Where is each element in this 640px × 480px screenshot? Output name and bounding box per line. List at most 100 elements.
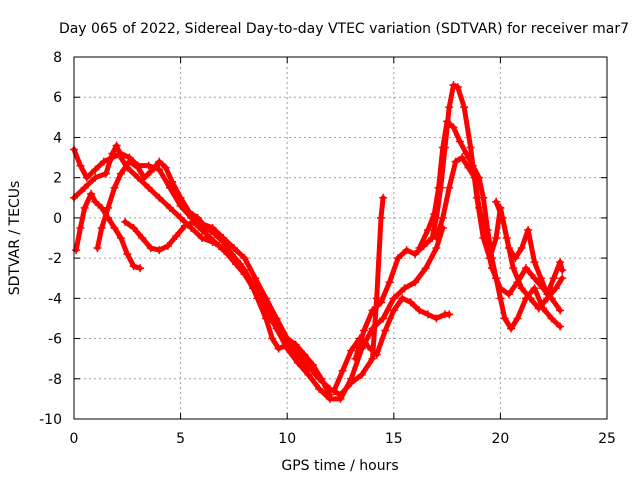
data-point-marker bbox=[464, 163, 473, 172]
data-point-marker bbox=[498, 213, 507, 222]
data-point-marker bbox=[496, 294, 505, 303]
x-tick-label: 25 bbox=[598, 431, 616, 447]
data-point-marker bbox=[325, 390, 334, 399]
series-arc-6 bbox=[330, 294, 454, 395]
data-point-marker bbox=[116, 153, 125, 162]
data-point-marker bbox=[129, 223, 138, 232]
data-point-marker bbox=[274, 326, 283, 335]
data-point-marker bbox=[372, 350, 381, 359]
data-point-marker bbox=[116, 169, 125, 178]
data-point-marker bbox=[110, 183, 119, 192]
data-point-marker bbox=[521, 264, 530, 273]
data-point-marker bbox=[521, 294, 530, 303]
series-line bbox=[95, 159, 311, 372]
data-point-marker bbox=[347, 374, 356, 383]
data-point-marker bbox=[377, 298, 386, 307]
data-point-marker bbox=[438, 213, 447, 222]
data-point-marker bbox=[530, 258, 539, 267]
data-point-marker bbox=[517, 284, 526, 293]
data-point-marker bbox=[293, 358, 302, 367]
chart-title: Day 065 of 2022, Sidereal Day-to-day VTE… bbox=[59, 21, 629, 37]
data-point-marker bbox=[556, 322, 565, 331]
data-point-marker bbox=[133, 163, 142, 172]
data-point-marker bbox=[549, 274, 558, 283]
data-point-marker bbox=[338, 366, 347, 375]
data-point-marker bbox=[197, 234, 206, 242]
data-point-marker bbox=[240, 254, 249, 263]
data-point-marker bbox=[155, 157, 164, 166]
data-point-marker bbox=[368, 324, 377, 333]
data-point-marker bbox=[168, 177, 177, 186]
data-point-marker bbox=[470, 173, 479, 182]
data-point-marker bbox=[219, 238, 228, 247]
data-point-marker bbox=[97, 223, 106, 232]
data-point-marker bbox=[539, 304, 548, 313]
data-point-marker bbox=[475, 203, 484, 212]
data-point-marker bbox=[421, 264, 430, 273]
y-tick-label: 8 bbox=[53, 50, 62, 66]
data-point-marker bbox=[193, 213, 202, 222]
data-point-marker bbox=[379, 314, 388, 323]
data-point-marker bbox=[76, 223, 85, 232]
data-point-marker bbox=[155, 246, 164, 255]
data-point-marker bbox=[513, 314, 522, 323]
data-point-marker bbox=[91, 197, 100, 206]
data-point-marker bbox=[155, 193, 164, 202]
data-series bbox=[70, 81, 567, 403]
data-point-marker bbox=[138, 234, 147, 242]
data-point-marker bbox=[530, 284, 539, 293]
data-point-marker bbox=[536, 274, 545, 283]
data-point-marker bbox=[125, 157, 134, 166]
data-point-marker bbox=[210, 229, 219, 238]
data-point-marker bbox=[558, 266, 567, 275]
data-point-marker bbox=[517, 244, 526, 253]
data-point-marker bbox=[240, 270, 249, 279]
data-point-marker bbox=[509, 264, 518, 273]
data-point-marker bbox=[214, 242, 223, 251]
data-point-marker bbox=[176, 193, 185, 202]
data-point-marker bbox=[291, 340, 300, 349]
data-point-marker bbox=[389, 294, 398, 303]
data-point-marker bbox=[556, 306, 565, 315]
data-point-marker bbox=[91, 173, 100, 182]
data-point-marker bbox=[123, 250, 132, 259]
data-point-marker bbox=[462, 149, 471, 158]
y-axis-ticks: -10 -8 -6 -4 -2 0 2 4 6 8 bbox=[39, 50, 607, 428]
data-point-marker bbox=[423, 310, 432, 319]
data-point-marker bbox=[116, 234, 125, 242]
data-point-marker bbox=[372, 294, 381, 303]
data-point-marker bbox=[558, 274, 567, 283]
series-line bbox=[416, 118, 563, 331]
y-tick-label: -10 bbox=[39, 412, 62, 428]
data-point-marker bbox=[434, 183, 443, 192]
data-point-marker bbox=[304, 364, 313, 373]
x-tick-label: 20 bbox=[491, 431, 509, 447]
data-point-marker bbox=[389, 306, 398, 315]
data-point-marker bbox=[551, 284, 560, 293]
data-point-marker bbox=[400, 284, 409, 293]
data-point-marker bbox=[283, 334, 292, 343]
data-point-marker bbox=[185, 207, 194, 216]
data-point-marker bbox=[110, 223, 119, 232]
data-point-marker bbox=[206, 234, 215, 242]
y-tick-label: -4 bbox=[48, 291, 62, 307]
series-line bbox=[433, 155, 563, 313]
data-point-marker bbox=[394, 254, 403, 263]
data-point-marker bbox=[347, 346, 356, 355]
data-point-marker bbox=[112, 141, 121, 150]
data-point-marker bbox=[330, 386, 339, 395]
y-tick-label: 0 bbox=[53, 211, 62, 227]
data-point-marker bbox=[146, 167, 155, 176]
data-point-marker bbox=[402, 246, 411, 255]
data-point-marker bbox=[155, 165, 164, 174]
data-point-marker bbox=[415, 306, 424, 315]
data-point-marker bbox=[93, 244, 102, 253]
data-point-marker bbox=[411, 250, 420, 259]
data-point-marker bbox=[432, 314, 441, 323]
data-point-marker bbox=[223, 250, 232, 259]
data-point-marker bbox=[80, 203, 89, 212]
data-point-marker bbox=[300, 350, 309, 359]
x-axis-title: GPS time / hours bbox=[281, 458, 398, 474]
